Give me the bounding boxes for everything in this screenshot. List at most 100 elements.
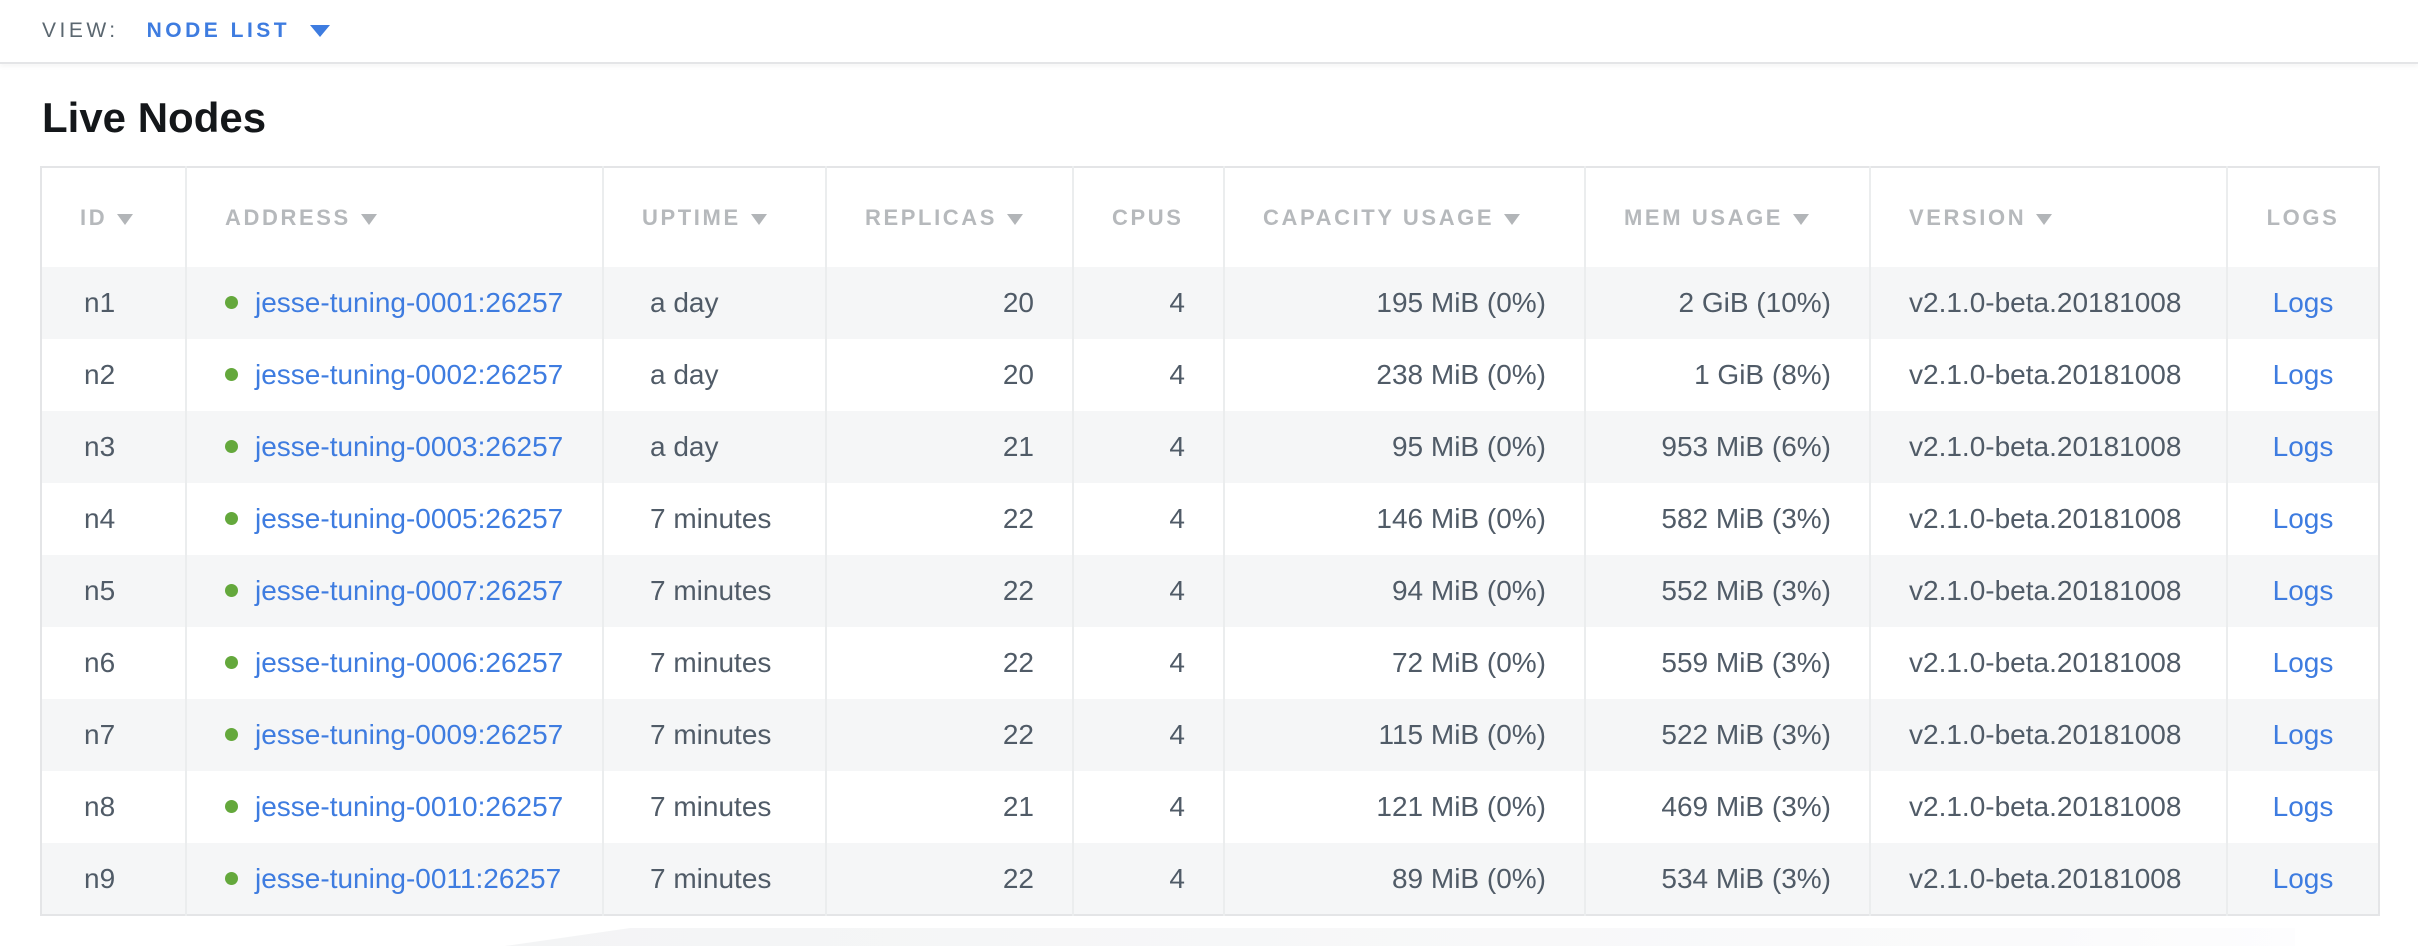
cell-replicas: 22 — [826, 843, 1074, 915]
node-status-dot — [225, 296, 238, 309]
cell-mem_usage: 2 GiB (10%) — [1585, 267, 1871, 339]
logs-link[interactable]: Logs — [2272, 862, 2334, 894]
node-address-link[interactable]: jesse-tuning-0006:26257 — [255, 647, 564, 678]
logs-link[interactable]: Logs — [2272, 287, 2334, 318]
sort-desc-icon — [1793, 213, 1810, 225]
cell-capacity_usage: 94 MiB (0%) — [1224, 555, 1586, 627]
cell-mem_usage: 1 GiB (8%) — [1585, 339, 1871, 411]
column-header-label: LOGS — [2266, 204, 2340, 230]
logs-link[interactable]: Logs — [2272, 431, 2334, 462]
cell-replicas: 22 — [826, 699, 1074, 771]
node-address-link[interactable]: jesse-tuning-0002:26257 — [255, 359, 564, 390]
live-nodes-table: ID ADDRESS UPTIME REPLICAS CPUS CAPACITY USAG… — [40, 166, 2380, 916]
table-row: n5 jesse-tuning-0007:26257 7 minutes 22 4 94 … — [41, 555, 2379, 627]
view-bar: VIEW: NODE LIST — [0, 0, 2418, 64]
logs-link[interactable]: Logs — [2272, 359, 2334, 390]
sort-desc-icon — [117, 213, 134, 225]
node-address-link[interactable]: jesse-tuning-0010:26257 — [255, 791, 564, 822]
cell-uptime: a day — [603, 411, 827, 483]
table-row: n6 jesse-tuning-0006:26257 7 minutes 22 4 72 … — [41, 627, 2379, 699]
cell-uptime: 7 minutes — [603, 555, 827, 627]
sort-desc-icon — [360, 213, 377, 225]
table-row: n1 jesse-tuning-0001:26257 a day 20 4 195 MiB… — [41, 267, 2379, 339]
cell-version: v2.1.0-beta.20181008 — [1870, 483, 2228, 555]
cell-replicas: 22 — [826, 483, 1074, 555]
cell-capacity_usage: 72 MiB (0%) — [1224, 627, 1586, 699]
cell-cpus: 4 — [1073, 555, 1225, 627]
cell-capacity_usage: 121 MiB (0%) — [1224, 771, 1586, 843]
column-header-address[interactable]: ADDRESS — [186, 167, 604, 267]
cell-address: jesse-tuning-0006:26257 — [186, 627, 604, 699]
cell-capacity_usage: 195 MiB (0%) — [1224, 267, 1586, 339]
column-header-label: UPTIME — [642, 204, 741, 230]
chevron-down-icon — [310, 25, 331, 37]
node-status-dot — [225, 656, 238, 669]
cell-version: v2.1.0-beta.20181008 — [1870, 771, 2228, 843]
cell-mem_usage: 559 MiB (3%) — [1585, 627, 1871, 699]
sort-desc-icon — [1007, 213, 1024, 225]
cell-address: jesse-tuning-0010:26257 — [186, 771, 604, 843]
cell-cpus: 4 — [1073, 411, 1225, 483]
table-row: n4 jesse-tuning-0005:26257 7 minutes 22 4 146… — [41, 483, 2379, 555]
column-header-replicas[interactable]: REPLICAS — [826, 167, 1074, 267]
cell-cpus: 4 — [1073, 483, 1225, 555]
cell-replicas: 21 — [826, 771, 1074, 843]
column-header-capacity-usage[interactable]: CAPACITY USAGE — [1224, 167, 1586, 267]
column-header-label: MEM USAGE — [1624, 204, 1784, 230]
cell-cpus: 4 — [1073, 771, 1225, 843]
cell-capacity_usage: 115 MiB (0%) — [1224, 699, 1586, 771]
node-address-link[interactable]: jesse-tuning-0001:26257 — [255, 287, 564, 318]
cell-id: n4 — [41, 483, 187, 555]
table-row: n7 jesse-tuning-0009:26257 7 minutes 22 4 115… — [41, 699, 2379, 771]
cell-capacity_usage: 238 MiB (0%) — [1224, 339, 1586, 411]
cell-id: n9 — [41, 843, 187, 915]
cell-capacity_usage: 146 MiB (0%) — [1224, 483, 1586, 555]
table-row: n8 jesse-tuning-0010:26257 7 minutes 21 4 121… — [41, 771, 2379, 843]
logs-link[interactable]: Logs — [2272, 503, 2334, 534]
cell-uptime: 7 minutes — [603, 627, 827, 699]
cell-logs_label: Logs — [2227, 267, 2379, 339]
cell-id: n7 — [41, 699, 187, 771]
sort-desc-icon — [1504, 213, 1521, 225]
column-header-logs: LOGS — [2227, 167, 2379, 267]
node-address-link[interactable]: jesse-tuning-0007:26257 — [255, 575, 564, 606]
node-address-link[interactable]: jesse-tuning-0003:26257 — [255, 431, 564, 462]
cell-mem_usage: 953 MiB (6%) — [1585, 411, 1871, 483]
logs-link[interactable]: Logs — [2272, 719, 2334, 750]
cell-cpus: 4 — [1073, 627, 1225, 699]
node-status-dot — [225, 800, 238, 813]
cell-version: v2.1.0-beta.20181008 — [1870, 267, 2228, 339]
cell-logs_label: Logs — [2227, 411, 2379, 483]
table-row: n3 jesse-tuning-0003:26257 a day 21 4 95 MiB … — [41, 411, 2379, 483]
node-address-link[interactable]: jesse-tuning-0011:26257 — [255, 862, 562, 894]
view-selector[interactable]: NODE LIST — [147, 19, 331, 43]
column-header-label: ID — [80, 204, 108, 230]
node-address-link[interactable]: jesse-tuning-0009:26257 — [255, 719, 564, 750]
sort-desc-icon — [2036, 213, 2053, 225]
cell-address: jesse-tuning-0003:26257 — [186, 411, 604, 483]
table-row: n9 jesse-tuning-0011:26257 7 minutes 22 4 89 … — [41, 843, 2379, 915]
cell-id: n2 — [41, 339, 187, 411]
column-header-label: ADDRESS — [225, 204, 351, 230]
cell-address: jesse-tuning-0007:26257 — [186, 555, 604, 627]
node-status-dot — [225, 440, 238, 453]
view-selected-value: NODE LIST — [146, 19, 291, 42]
node-status-dot — [225, 728, 238, 741]
column-header-id[interactable]: ID — [41, 167, 187, 267]
cell-mem_usage: 582 MiB (3%) — [1585, 483, 1871, 555]
cell-version: v2.1.0-beta.20181008 — [1870, 339, 2228, 411]
logs-link[interactable]: Logs — [2272, 575, 2334, 606]
column-header-uptime[interactable]: UPTIME — [603, 167, 827, 267]
cell-logs_label: Logs — [2227, 699, 2379, 771]
cell-logs_label: Logs — [2227, 555, 2379, 627]
column-header-mem-usage[interactable]: MEM USAGE — [1585, 167, 1871, 267]
logs-link[interactable]: Logs — [2272, 791, 2334, 822]
logs-link[interactable]: Logs — [2272, 647, 2334, 678]
cell-uptime: 7 minutes — [603, 483, 827, 555]
node-address-link[interactable]: jesse-tuning-0005:26257 — [255, 503, 564, 534]
column-header-label: REPLICAS — [865, 204, 998, 230]
column-header-version[interactable]: VERSION — [1870, 167, 2228, 267]
cell-address: jesse-tuning-0009:26257 — [186, 699, 604, 771]
cell-cpus: 4 — [1073, 699, 1225, 771]
node-status-dot — [225, 584, 238, 597]
